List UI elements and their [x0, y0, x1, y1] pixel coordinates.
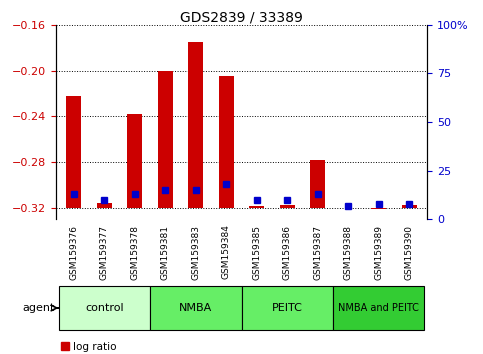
Text: GSM159386: GSM159386 [283, 224, 292, 280]
Bar [66, 96, 82, 208]
Legend: log ratio, percentile rank within the sample: log ratio, percentile rank within the sa… [61, 342, 249, 354]
Bar [219, 76, 234, 208]
Bar [310, 160, 326, 208]
Bar [157, 70, 173, 208]
Bar [58, 286, 150, 330]
Text: GSM159390: GSM159390 [405, 224, 413, 280]
Text: NMBA and PEITC: NMBA and PEITC [338, 303, 419, 313]
Bar [280, 205, 295, 208]
Text: GSM159384: GSM159384 [222, 224, 231, 279]
Text: GSM159377: GSM159377 [100, 224, 109, 280]
Bar [333, 286, 425, 330]
Text: control: control [85, 303, 124, 313]
Bar [401, 205, 417, 208]
Text: GSM159388: GSM159388 [344, 224, 353, 280]
Text: GSM159385: GSM159385 [252, 224, 261, 280]
Bar [150, 286, 242, 330]
Bar [188, 42, 203, 208]
Text: GDS2839 / 33389: GDS2839 / 33389 [180, 11, 303, 25]
Bar [242, 286, 333, 330]
Text: GSM159389: GSM159389 [374, 224, 383, 280]
Text: NMBA: NMBA [179, 303, 213, 313]
Text: GSM159383: GSM159383 [191, 224, 200, 280]
Bar [97, 204, 112, 208]
Text: GSM159378: GSM159378 [130, 224, 139, 280]
Bar [371, 208, 386, 209]
Text: GSM159376: GSM159376 [70, 224, 78, 280]
Text: GSM159381: GSM159381 [161, 224, 170, 280]
Text: GSM159387: GSM159387 [313, 224, 322, 280]
Text: agent: agent [23, 303, 55, 313]
Bar [249, 206, 264, 208]
Bar [127, 114, 142, 208]
Text: PEITC: PEITC [272, 303, 303, 313]
